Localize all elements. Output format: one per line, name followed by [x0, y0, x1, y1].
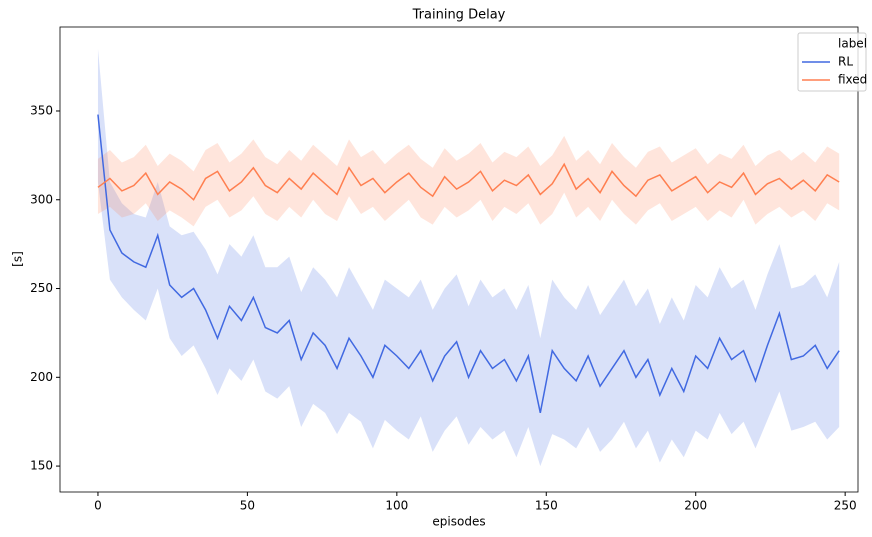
y-tick-label: 300: [30, 192, 53, 206]
x-tick-label: 250: [834, 499, 857, 513]
y-tick-label: 250: [30, 281, 53, 295]
x-tick-label: 50: [240, 499, 255, 513]
x-tick-label: 200: [684, 499, 707, 513]
x-tick-label: 150: [535, 499, 558, 513]
confidence-band: [97, 48, 840, 467]
legend-label: fixed: [838, 73, 867, 87]
y-tick-label: 150: [30, 459, 53, 473]
legend-label: RL: [838, 55, 853, 69]
chart-title: Training Delay: [412, 8, 506, 23]
y-axis-label: [s]: [11, 251, 25, 267]
y-tick-label: 350: [30, 103, 53, 117]
x-axis-label: episodes: [432, 515, 485, 529]
legend-title: label: [838, 37, 867, 51]
line: [97, 162, 840, 201]
plot-frame: [59, 26, 859, 493]
line: [97, 114, 840, 413]
x-tick-label: 0: [94, 499, 102, 513]
x-tick-label: 100: [385, 499, 408, 513]
y-tick-label: 200: [30, 370, 53, 384]
legend-box: [797, 32, 867, 92]
